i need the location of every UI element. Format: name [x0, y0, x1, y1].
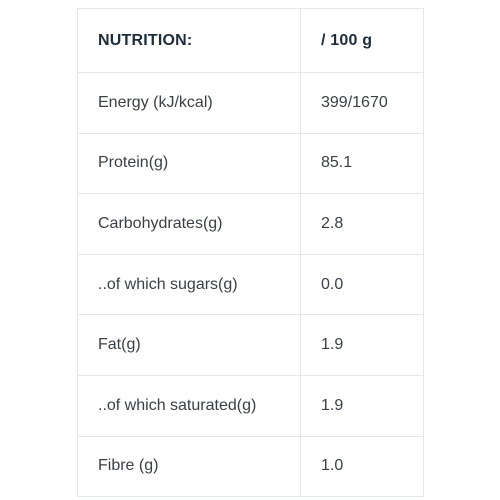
header-nutrition: NUTRITION: — [77, 8, 301, 73]
nutrient-label: Energy (kJ/kcal) — [77, 72, 301, 134]
table-row-fat: Fat(g) 1.9 — [77, 314, 424, 376]
table-row-fibre: Fibre (g) 1.0 — [77, 435, 424, 498]
nutrient-label: Fibre (g) — [77, 435, 301, 498]
table-row-saturated: ..of which saturated(g) 1.9 — [77, 374, 424, 437]
nutrient-label: ..of which saturated(g) — [77, 374, 301, 437]
nutrient-value: 1.9 — [300, 374, 424, 437]
table-row-protein: Protein(g) 85.1 — [77, 132, 424, 195]
nutrition-table: NUTRITION: / 100 g Energy (kJ/kcal) 399/… — [77, 8, 424, 498]
nutrient-label: Carbohydrates(g) — [77, 193, 301, 255]
nutrient-value: 85.1 — [300, 132, 424, 195]
nutrient-label: ..of which sugars(g) — [77, 253, 301, 316]
nutrient-value: 1.9 — [300, 314, 424, 376]
table-row-sugars: ..of which sugars(g) 0.0 — [77, 253, 424, 316]
nutrient-value: 1.0 — [300, 435, 424, 498]
nutrient-label: Fat(g) — [77, 314, 301, 376]
nutrient-value: 2.8 — [300, 193, 424, 255]
table-header-row: NUTRITION: / 100 g — [77, 8, 424, 73]
header-per-100g: / 100 g — [300, 8, 424, 73]
nutrient-value: 399/1670 — [300, 72, 424, 134]
table-row-carbohydrates: Carbohydrates(g) 2.8 — [77, 193, 424, 255]
table-row-energy: Energy (kJ/kcal) 399/1670 — [77, 72, 424, 134]
nutrient-label: Protein(g) — [77, 132, 301, 195]
nutrient-value: 0.0 — [300, 253, 424, 316]
